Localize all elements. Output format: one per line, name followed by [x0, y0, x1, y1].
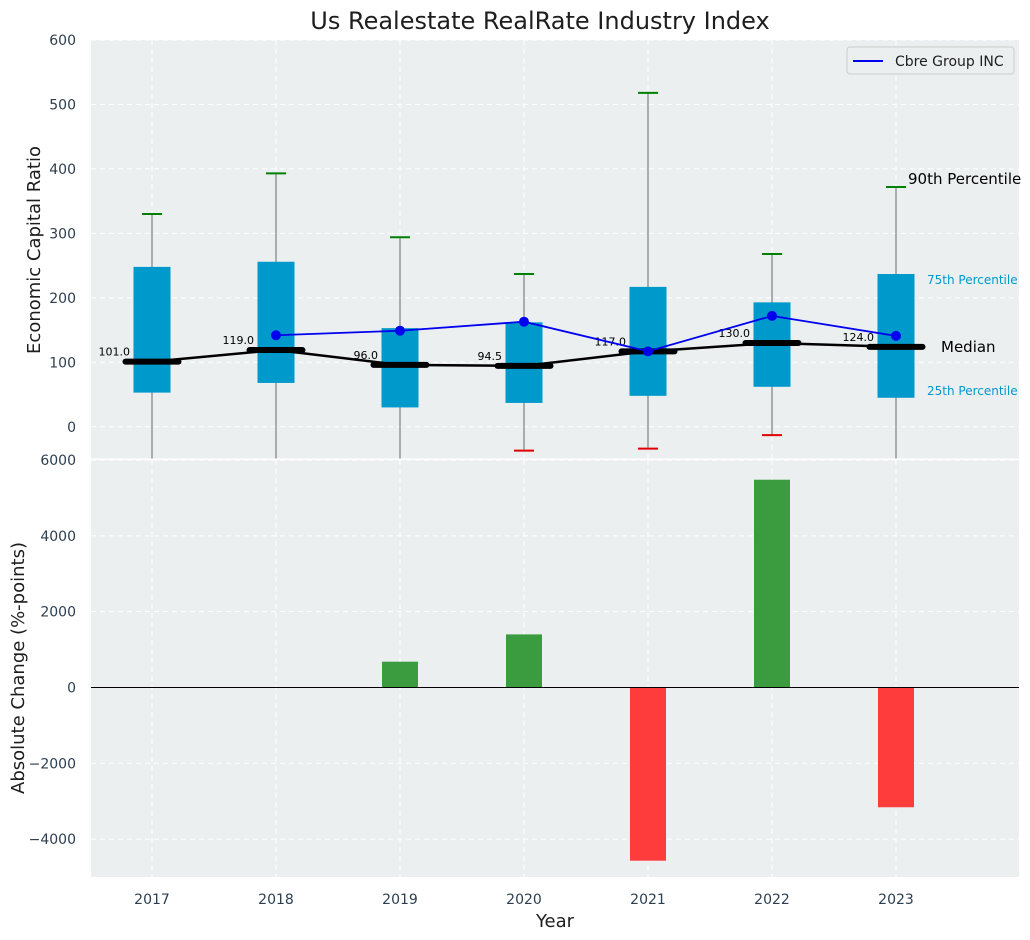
bottom-y-tick-label: 4000 — [40, 529, 76, 545]
change-bar — [878, 687, 914, 808]
series-point — [767, 310, 777, 321]
top-y-tick-label: 200 — [49, 291, 76, 307]
x-tick-label: 2022 — [754, 892, 790, 908]
bottom-y-ticks: −4000 −2000 0 2000 4000 6000 — [29, 453, 76, 848]
series-polyline — [275, 314, 897, 353]
top-y-tick-label: 400 — [49, 162, 76, 178]
annotation-median: Median — [941, 338, 996, 356]
annotation-75th: 75th Percentile — [927, 273, 1018, 287]
x-axis-label: Year — [535, 911, 575, 932]
bottom-y-tick-label: 0 — [67, 680, 76, 696]
box-iqr — [257, 261, 295, 383]
median-label: 94.5 — [478, 350, 503, 363]
bottom-y-tick-label: −4000 — [29, 832, 76, 848]
change-bar — [382, 661, 418, 688]
median-trend-line — [151, 341, 897, 368]
box-iqr — [629, 286, 667, 396]
legend: Cbre Group INC — [846, 46, 1015, 75]
chart-title: Us Realestate RealRate Industry Index — [310, 7, 769, 35]
top-y-axis-label: Economic Capital Ratio — [24, 146, 45, 354]
bottom-y-tick-label: 6000 — [40, 453, 76, 469]
series-point — [395, 325, 405, 336]
x-tick-label: 2017 — [134, 892, 170, 908]
x-tick-label: 2023 — [878, 892, 914, 908]
median-label: 130.0 — [719, 327, 751, 340]
legend-entry-cbre: Cbre Group INC — [895, 54, 1004, 70]
series-line — [271, 310, 901, 357]
box-iqr — [133, 266, 171, 393]
change-bar — [506, 634, 542, 688]
bottom-y-tick-label: 2000 — [40, 605, 76, 621]
x-ticks: 2017 2018 2019 2020 2021 2022 2023 — [134, 892, 914, 908]
median-label: 101.0 — [99, 346, 131, 359]
series-point — [519, 316, 529, 327]
top-y-tick-label: 100 — [49, 355, 76, 371]
median-trend — [151, 341, 897, 368]
change-bar — [754, 479, 790, 688]
bottom-y-tick-label: −2000 — [29, 756, 76, 772]
annotation-90th: 90th Percentile — [908, 170, 1021, 188]
top-y-ticks: 0 100 200 300 400 500 600 — [49, 33, 76, 436]
top-y-tick-label: 300 — [49, 226, 76, 242]
x-tick-label: 2018 — [258, 892, 294, 908]
bottom-panel-background — [91, 460, 1019, 877]
series-point — [891, 330, 901, 341]
box-iqr — [505, 322, 543, 403]
percentile-annotations: 90th Percentile 75th Percentile Median 2… — [908, 170, 1021, 398]
series-point — [643, 346, 653, 357]
bottom-panel: −4000 −2000 0 2000 4000 6000 2017 2018 2019 2020… — [8, 453, 1019, 932]
series-point — [271, 330, 281, 341]
median-label: 119.0 — [223, 334, 255, 347]
top-y-tick-label: 500 — [49, 97, 76, 113]
change-bars — [382, 479, 914, 861]
top-y-tick-label: 0 — [67, 420, 76, 436]
top-panel-background — [91, 40, 1019, 459]
x-tick-label: 2019 — [382, 892, 418, 908]
x-tick-label: 2020 — [506, 892, 542, 908]
median-label: 124.0 — [843, 331, 875, 344]
bottom-y-axis-label: Absolute Change (%-points) — [8, 542, 29, 794]
median-label: 96.0 — [354, 349, 379, 362]
x-tick-label: 2021 — [630, 892, 666, 908]
legend-box — [846, 46, 1015, 75]
annotation-25th: 25th Percentile — [927, 384, 1018, 398]
change-bar — [630, 687, 666, 861]
top-y-tick-label: 600 — [49, 33, 76, 49]
